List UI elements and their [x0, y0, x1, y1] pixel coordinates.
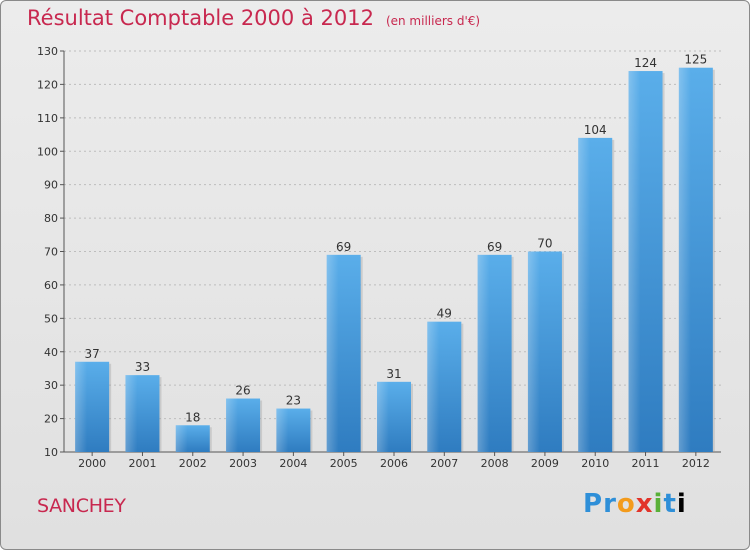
logo-letter: x — [635, 489, 654, 519]
logo-letter: o — [616, 489, 636, 519]
bar-highlight — [527, 251, 540, 452]
x-tick-label: 2000 — [78, 457, 106, 470]
y-tick-label: 40 — [44, 346, 58, 359]
bar-highlight — [628, 71, 641, 453]
logo-letter: i — [653, 489, 664, 519]
y-tick-label: 30 — [44, 379, 58, 392]
bar-highlight — [678, 67, 691, 452]
y-tick-label: 130 — [37, 45, 58, 58]
y-tick-label: 60 — [44, 279, 58, 292]
bar-value-label: 26 — [235, 384, 250, 398]
x-tick-label: 2003 — [229, 457, 257, 470]
bar-highlight — [578, 137, 591, 452]
chart-title: Résultat Comptable 2000 à 2012 (en millie… — [27, 6, 480, 30]
bar-value-label: 31 — [386, 367, 401, 381]
bar-value-label: 33 — [135, 360, 150, 374]
x-tick-label: 2009 — [531, 457, 559, 470]
bar-highlight — [75, 361, 88, 452]
logo-letter: r — [603, 489, 617, 519]
x-tick-label: 2001 — [128, 457, 156, 470]
bar-value-label: 37 — [85, 347, 100, 361]
y-tick-label: 80 — [44, 212, 58, 225]
chart-subtitle: (en milliers d'€) — [385, 14, 481, 28]
y-tick-label: 100 — [37, 145, 58, 158]
bar-value-label: 125 — [684, 53, 707, 67]
x-tick-label: 2007 — [430, 457, 458, 470]
y-tick-label: 110 — [37, 112, 58, 125]
y-tick-label: 90 — [44, 179, 58, 192]
x-tick-label: 2002 — [179, 457, 207, 470]
bar-highlight — [276, 408, 289, 452]
bar-value-label: 49 — [437, 307, 452, 321]
x-tick-label: 2008 — [481, 457, 509, 470]
logo-letter: i — [676, 489, 687, 519]
bar-highlight — [377, 381, 389, 452]
y-tick-label: 120 — [37, 78, 58, 91]
x-tick-label: 2011 — [632, 457, 660, 470]
x-tick-label: 2012 — [682, 457, 710, 470]
bar-highlight — [226, 398, 238, 452]
bar-highlight — [427, 321, 440, 452]
bar-highlight — [326, 254, 339, 452]
bar-value-label: 23 — [286, 394, 301, 408]
bar-highlight — [477, 254, 490, 452]
chart-title-text: Résultat Comptable 2000 à 2012 — [27, 6, 374, 30]
bar-value-label: 104 — [584, 123, 607, 137]
y-tick-label: 50 — [44, 312, 58, 325]
x-tick-label: 2004 — [279, 457, 307, 470]
grid-layer — [64, 50, 721, 420]
y-tick-label: 10 — [44, 446, 58, 459]
bar-value-label: 18 — [185, 410, 200, 424]
proxiti-logo[interactable]: Proxiti — [583, 489, 687, 519]
bar-value-label: 70 — [537, 237, 552, 251]
bar-value-label: 69 — [336, 240, 351, 254]
town-name: SANCHEY — [37, 495, 126, 517]
bar-highlight — [125, 375, 138, 452]
logo-letter: P — [583, 489, 604, 519]
bar-value-label: 124 — [634, 56, 657, 70]
bar-value-label: 69 — [487, 240, 502, 254]
logo-letter: t — [663, 489, 677, 519]
x-tick-label: 2005 — [330, 457, 358, 470]
bar-highlight — [175, 425, 188, 452]
y-tick-label: 70 — [44, 246, 58, 259]
bar-layer: 37 33 18 26 23 69 31 49 69 70 104 124 125 — [75, 53, 715, 453]
x-tick-label: 2010 — [581, 457, 609, 470]
y-tick-label: 20 — [44, 413, 58, 426]
x-tick-label: 2006 — [380, 457, 408, 470]
